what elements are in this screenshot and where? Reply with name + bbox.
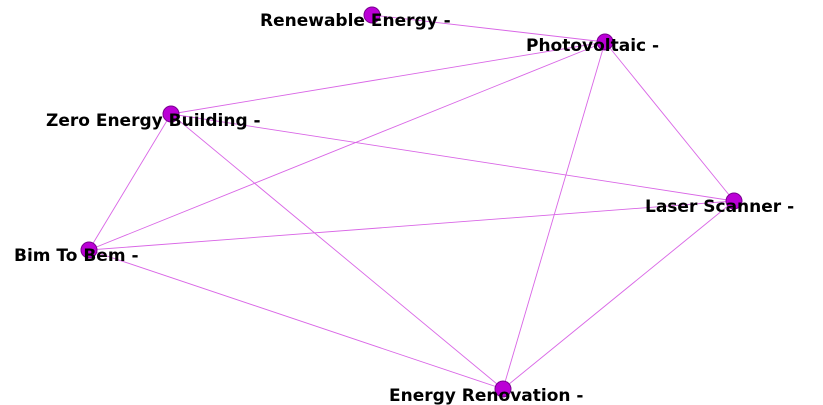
node-laser-scanner[interactable]: Laser Scanner -	[645, 192, 794, 217]
node-bim-to-bem[interactable]: Bim To Bem -	[14, 241, 139, 266]
node-renewable-energy[interactable]: Renewable Energy -	[260, 6, 451, 31]
edge-zero-energy-building-to-energy-renovation	[170, 113, 504, 390]
edge-zero-energy-building-to-bim-to-bem	[88, 113, 172, 251]
node-label-laser-scanner: Laser Scanner -	[645, 197, 794, 217]
edge-zero-energy-building-to-laser-scanner	[170, 113, 735, 202]
node-label-bim-to-bem: Bim To Bem -	[14, 246, 139, 266]
edge-bim-to-bem-to-laser-scanner	[88, 200, 735, 251]
edge-renewable-energy-to-photovoltaic	[371, 14, 606, 43]
edge-layer	[88, 14, 735, 390]
node-dot-zero-energy-building[interactable]	[162, 105, 180, 123]
node-label-renewable-energy: Renewable Energy -	[260, 11, 451, 31]
edge-laser-scanner-to-energy-renovation	[502, 200, 735, 390]
node-label-energy-renovation: Energy Renovation -	[389, 386, 583, 405]
node-dot-photovoltaic[interactable]	[596, 33, 614, 51]
node-dot-bim-to-bem[interactable]	[80, 241, 98, 259]
node-dot-renewable-energy[interactable]	[363, 6, 381, 24]
node-energy-renovation[interactable]: Energy Renovation -	[389, 380, 583, 405]
node-label-photovoltaic: Photovoltaic -	[526, 36, 659, 56]
edge-photovoltaic-to-zero-energy-building	[170, 41, 606, 115]
node-label-zero-energy-building: Zero Energy Building -	[46, 111, 261, 131]
node-photovoltaic[interactable]: Photovoltaic -	[526, 33, 659, 56]
node-layer: Renewable Energy - Photovoltaic - Zero Ene…	[14, 6, 794, 405]
node-zero-energy-building[interactable]: Zero Energy Building -	[46, 105, 261, 131]
edge-photovoltaic-to-energy-renovation	[502, 41, 606, 390]
node-dot-energy-renovation[interactable]	[494, 380, 512, 398]
node-dot-laser-scanner[interactable]	[725, 192, 743, 210]
edge-photovoltaic-to-laser-scanner	[604, 41, 735, 202]
edge-bim-to-bem-to-energy-renovation	[88, 249, 504, 390]
edge-photovoltaic-to-bim-to-bem	[88, 41, 606, 251]
